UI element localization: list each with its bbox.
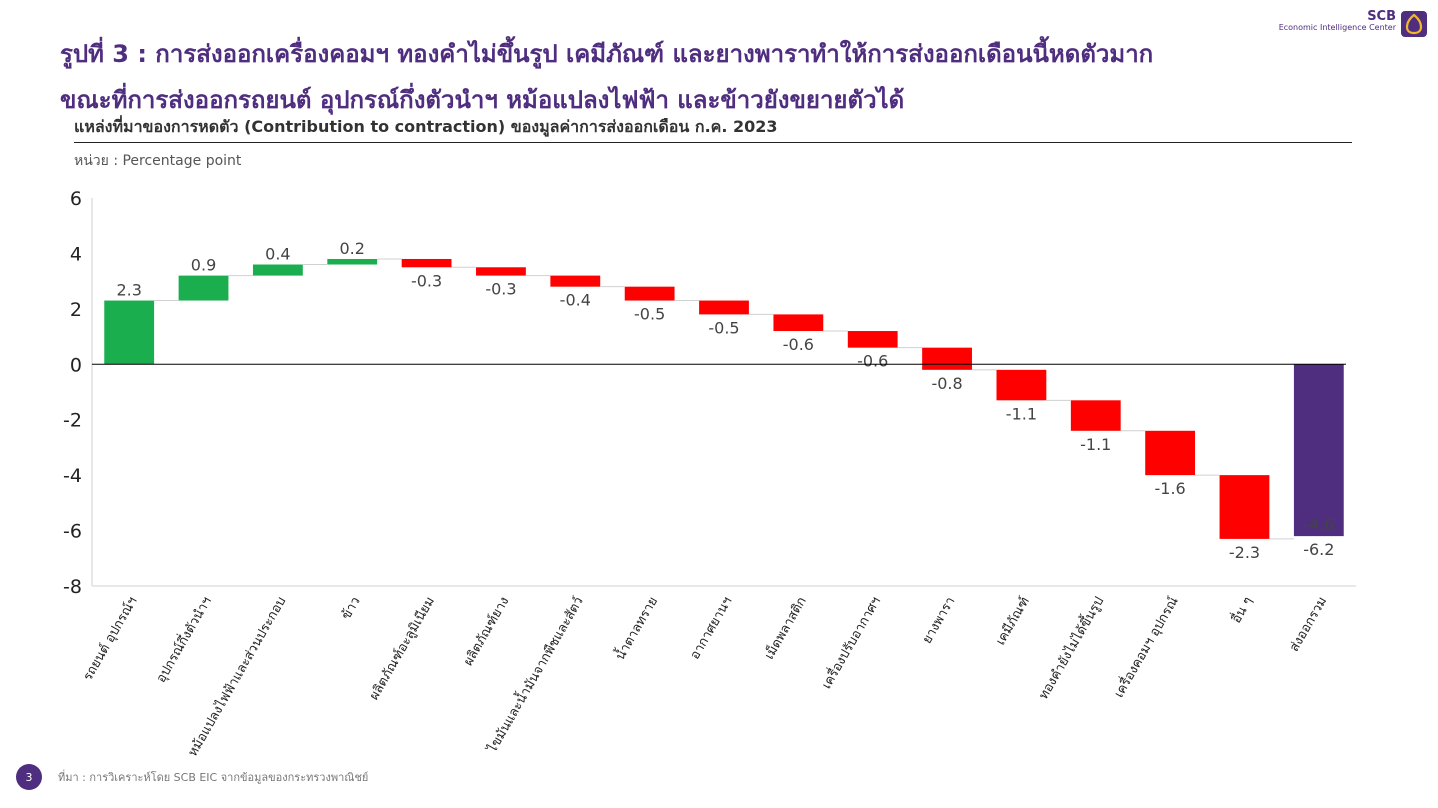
- data-label: -0.5: [708, 318, 739, 337]
- page-number: 3: [16, 764, 42, 790]
- bar: [1070, 400, 1121, 431]
- bar: [401, 258, 452, 268]
- y-axis: 6 4 2 0 -2 -4 -6 -8: [63, 188, 93, 598]
- logo-subtitle: Economic Intelligence Center: [1278, 23, 1396, 33]
- bar: [550, 275, 601, 287]
- logo-name: SCB: [1367, 9, 1396, 24]
- x-tick-label: ผลิตภัณฑ์อะลูมิเนียม: [366, 594, 438, 703]
- data-label: -1.6: [1155, 479, 1186, 498]
- scb-logo: SCB Economic Intelligence Center: [1278, 9, 1428, 38]
- data-label: -1.1: [1006, 404, 1037, 423]
- x-tick-label: เครื่องคอมฯ อุปกรณ์: [1110, 594, 1182, 701]
- bar: [996, 369, 1047, 401]
- data-label: -6.2: [1303, 540, 1334, 559]
- y-tick-label: 2: [70, 299, 82, 321]
- x-tick-label: รถยนต์ อุปกรณ์ฯ: [80, 594, 141, 684]
- x-tick-label: ผลิตภัณฑ์ยาง: [460, 594, 512, 668]
- scb-shield-icon: [1401, 11, 1427, 37]
- data-label: -0.8: [931, 374, 962, 393]
- chart-data-labels: 2.3 0.9 0.4 0.2 -0.3 -0.3 -0.4 -0.5 -0.5 -0.6 -0.6…: [116, 239, 1334, 562]
- data-label: 0.9: [191, 256, 216, 275]
- bar: [773, 314, 824, 332]
- bar: [1145, 430, 1196, 476]
- x-tick-label: อุปกรณ์กึ่งตัวนำฯ: [152, 594, 215, 686]
- x-tick-label: น้ำตาลทราย: [610, 593, 661, 663]
- y-tick-label: 6: [70, 188, 82, 210]
- y-tick-label: -6: [63, 521, 82, 543]
- x-tick-label: ทองคำยังไม่ได้ขึ้นรูป: [1034, 593, 1107, 702]
- source-note: ที่มา : การวิเคราะห์โดย SCB EIC จากข้อมู…: [58, 771, 369, 784]
- footer: 3 ที่มา : การวิเคราะห์โดย SCB EIC จากข้อ…: [16, 764, 368, 790]
- data-label: -0.6: [857, 352, 888, 371]
- x-tick-label: ข้าว: [339, 595, 364, 623]
- chart-connectors: [154, 258, 1294, 540]
- data-label: -2.3: [1229, 543, 1260, 562]
- data-label: -0.5: [634, 305, 665, 324]
- y-tick-label: 4: [70, 243, 82, 265]
- data-label: -0.4: [560, 291, 591, 310]
- chart-title-line-2: ขณะที่การส่งออกรถยนต์ อุปกรณ์กึ่งตัวนำฯ …: [60, 86, 905, 114]
- data-label: -0.3: [485, 280, 516, 299]
- x-tick-label: อากาศยานฯ: [688, 595, 736, 663]
- data-label: -1.1: [1080, 435, 1111, 454]
- bar: [327, 258, 378, 265]
- total-extra-label: -4.6: [1303, 515, 1334, 534]
- bar: [178, 275, 229, 301]
- chart-subtitle: แหล่งที่มาของการหดตัว (Contribution to c…: [74, 117, 778, 136]
- bar: [847, 331, 898, 348]
- header-divider: [74, 142, 1352, 143]
- bar: [252, 264, 303, 276]
- y-tick-label: -2: [63, 410, 82, 432]
- x-tick-label: เครื่องปรับอากาศฯ: [818, 594, 885, 692]
- x-tick-label: ส่งออกรวม: [1287, 595, 1330, 655]
- bar: [699, 300, 749, 315]
- data-label: 0.2: [340, 239, 365, 258]
- y-tick-label: -8: [63, 576, 82, 598]
- x-tick-label: เคมีภัณฑ์: [992, 594, 1032, 648]
- bar: [104, 300, 155, 365]
- x-tick-label: อื่น ๆ: [1227, 593, 1256, 626]
- y-tick-label: -4: [63, 465, 82, 487]
- x-tick-label: เม็ดพลาสติก: [759, 593, 809, 662]
- x-axis: รถยนต์ อุปกรณ์ฯ อุปกรณ์กึ่งตัวนำฯหม้อแปลง…: [80, 363, 1356, 759]
- data-label: 2.3: [116, 281, 141, 300]
- data-label: -0.3: [411, 271, 442, 290]
- y-tick-label: 0: [70, 354, 82, 376]
- data-label: -0.6: [783, 335, 814, 354]
- bar: [922, 347, 972, 370]
- unit-label: หน่วย : Percentage point: [74, 153, 242, 169]
- bar: [1293, 364, 1344, 537]
- data-label: 0.4: [265, 245, 290, 264]
- chart-bars: [104, 258, 1344, 539]
- bar: [1219, 475, 1270, 539]
- bar: [624, 286, 675, 301]
- x-tick-label: ยางพารา: [920, 595, 959, 647]
- chart-title-line-1: รูปที่ 3 : การส่งออกเครื่องคอมฯ ทองคำไม่…: [60, 40, 1154, 68]
- bar: [476, 267, 526, 276]
